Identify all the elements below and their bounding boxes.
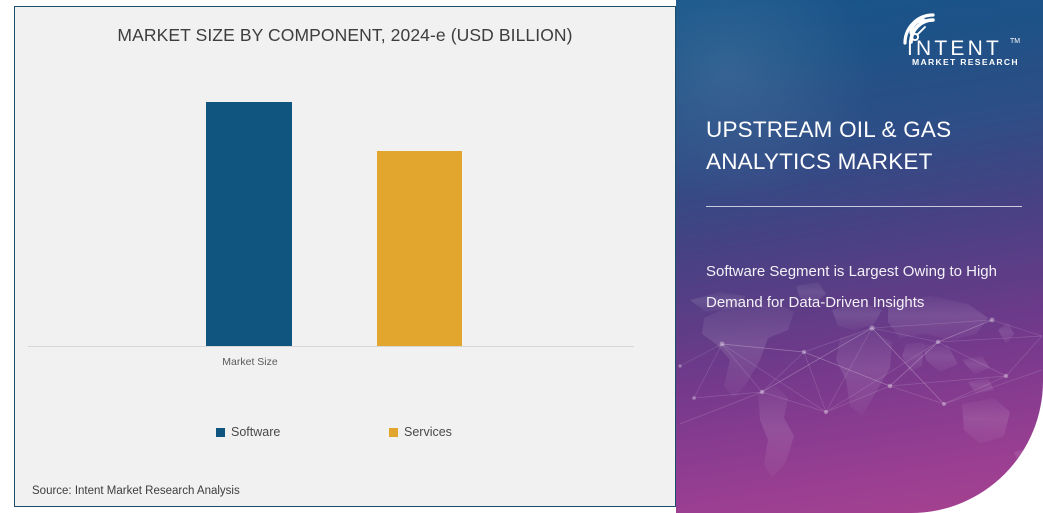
logo-tagline: MARKET RESEARCH (912, 57, 1019, 67)
legend-swatch-software-icon (216, 427, 225, 437)
legend-swatch-services-icon (389, 427, 398, 437)
brand-logo: INTENT TM MARKET RESEARCH (877, 8, 1025, 68)
chart-plot-area: Market Size (15, 7, 677, 508)
logo-trademark: TM (1010, 38, 1020, 45)
chart-legend: Software Services (15, 425, 677, 449)
legend-label-software: Software (231, 425, 281, 439)
bar-software (206, 102, 292, 346)
chart-title: MARKET SIZE BY COMPONENT, 2024-e (USD BI… (117, 25, 573, 45)
x-axis-line (28, 346, 634, 347)
legend-label-services: Services (404, 425, 452, 439)
chart-card: MARKET SIZE BY COMPONENT, 2024-e (USD BI… (14, 6, 676, 507)
bar-services (377, 150, 462, 346)
legend-item-software[interactable]: Software (216, 425, 280, 439)
legend-item-services[interactable]: Services (389, 425, 452, 439)
source-note: Source: Intent Market Research Analysis (32, 485, 240, 497)
panel-subtitle: Software Segment is Largest Owing to Hig… (706, 263, 997, 311)
logo-wordmark: INTENT (907, 37, 1002, 60)
intent-market-research-logo-icon: INTENT TM MARKET RESEARCH (903, 13, 1020, 67)
side-panel: INTENT TM MARKET RESEARCH UPSTREAM OIL &… (676, 0, 1043, 513)
panel-title: UPSTREAM OIL & GAS ANALYTICS MARKET (706, 117, 952, 174)
panel-divider (706, 206, 1022, 207)
x-axis-category-label: Market Size (222, 356, 278, 368)
